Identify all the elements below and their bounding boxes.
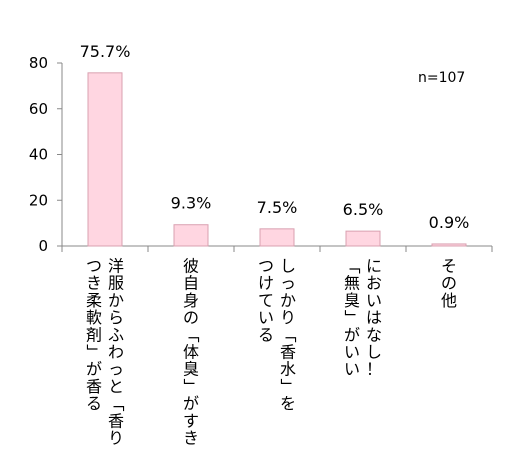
data-label: 6.5% — [343, 200, 384, 219]
category-label-char: 」 — [279, 378, 298, 394]
category-label-char: が — [183, 394, 199, 413]
bars — [87, 72, 467, 247]
category-label-char: い — [366, 291, 382, 310]
category-label-char: け — [258, 274, 274, 293]
category-label-char: し — [280, 257, 296, 276]
category-label-char: 彼 — [183, 257, 199, 276]
category-label-char: る — [86, 394, 102, 413]
category-label-char: は — [366, 308, 382, 327]
category-label-char: な — [366, 325, 382, 344]
category-label-char: の — [441, 274, 457, 293]
bar — [345, 230, 381, 247]
category-label-char: に — [366, 257, 382, 276]
bar — [173, 224, 209, 247]
category-label-char: す — [183, 411, 199, 430]
category-label-char: 「 — [343, 258, 362, 274]
category-label-char: い — [258, 308, 274, 327]
bar — [431, 243, 467, 247]
category-label-char: 無 — [344, 274, 360, 293]
category-label-char: 臭 — [183, 360, 199, 379]
category-label-char: 自 — [183, 274, 199, 293]
category-label-char: 香 — [280, 343, 296, 362]
category-label-char: 洋 — [108, 257, 124, 276]
category-label-char: を — [280, 394, 296, 413]
data-label: 9.3% — [171, 194, 212, 213]
data-labels: 75.7% 9.3% 7.5% 6.5% 0.9% — [80, 42, 470, 232]
category-label-char: 軟 — [86, 308, 102, 327]
category-label-char: り — [280, 308, 296, 327]
category-label-char: い — [344, 343, 360, 362]
category-label-char: と — [108, 377, 124, 396]
category-label-char: か — [280, 291, 296, 310]
y-tick-label: 40 — [29, 146, 48, 164]
category-label-char: そ — [441, 257, 457, 276]
category-label-char: 剤 — [86, 325, 102, 344]
category-label-char: ！ — [366, 360, 382, 379]
data-label: 75.7% — [80, 42, 131, 61]
category-label-char: 「 — [182, 327, 201, 343]
category-label-char: 服 — [108, 274, 124, 293]
category-label-char: き — [183, 429, 199, 448]
bar — [87, 72, 123, 247]
category-label-char: 身 — [183, 291, 199, 310]
category-label-char: が — [86, 360, 102, 379]
category-label-char: 香 — [108, 411, 124, 430]
data-label: 7.5% — [257, 198, 298, 217]
category-label-char: 」 — [182, 378, 201, 394]
data-label: 0.9% — [429, 213, 470, 232]
category-label-char: 「 — [279, 327, 298, 343]
category-label-char: 他 — [441, 291, 457, 310]
category-label-char: 香 — [86, 377, 102, 396]
category-label-char: 「 — [107, 396, 126, 412]
category-label-char: き — [86, 274, 102, 293]
category-label-char: る — [258, 325, 274, 344]
category-label-char: が — [344, 325, 360, 344]
category-label-char: り — [108, 429, 124, 448]
category-label-char: 体 — [183, 343, 199, 362]
category-label-char: っ — [280, 274, 296, 293]
axes: 0 20 40 60 80 — [29, 54, 493, 255]
y-tick-label: 80 — [29, 54, 48, 72]
category-label-char: ら — [108, 308, 124, 327]
category-label-char: つ — [86, 257, 102, 276]
category-label-char: 」 — [343, 310, 362, 326]
bar — [259, 228, 295, 247]
category-label-char: い — [344, 360, 360, 379]
category-label-char: 臭 — [344, 291, 360, 310]
category-label-char: つ — [258, 257, 274, 276]
category-label-char: わ — [108, 343, 124, 362]
category-label-char: ふ — [108, 325, 124, 344]
y-tick-label: 20 — [29, 191, 48, 209]
category-labels: 洋服からふわっと「香りつき柔軟剤」が香る彼自身の「体臭」がすきしっかり「香水」を… — [85, 257, 458, 448]
category-label-char: 柔 — [86, 291, 102, 310]
category-label-char: て — [258, 291, 274, 310]
category-label-char: か — [108, 291, 124, 310]
sample-size-note: n=107 — [418, 70, 465, 86]
y-tick-label: 60 — [29, 100, 48, 118]
category-label-char: 」 — [85, 344, 104, 360]
category-label-char: 水 — [280, 360, 296, 379]
y-tick-label: 0 — [38, 237, 48, 255]
category-label-char: っ — [108, 360, 124, 379]
category-label-char: の — [183, 308, 199, 327]
category-label-char: お — [366, 274, 382, 293]
category-label-char: し — [366, 343, 382, 362]
